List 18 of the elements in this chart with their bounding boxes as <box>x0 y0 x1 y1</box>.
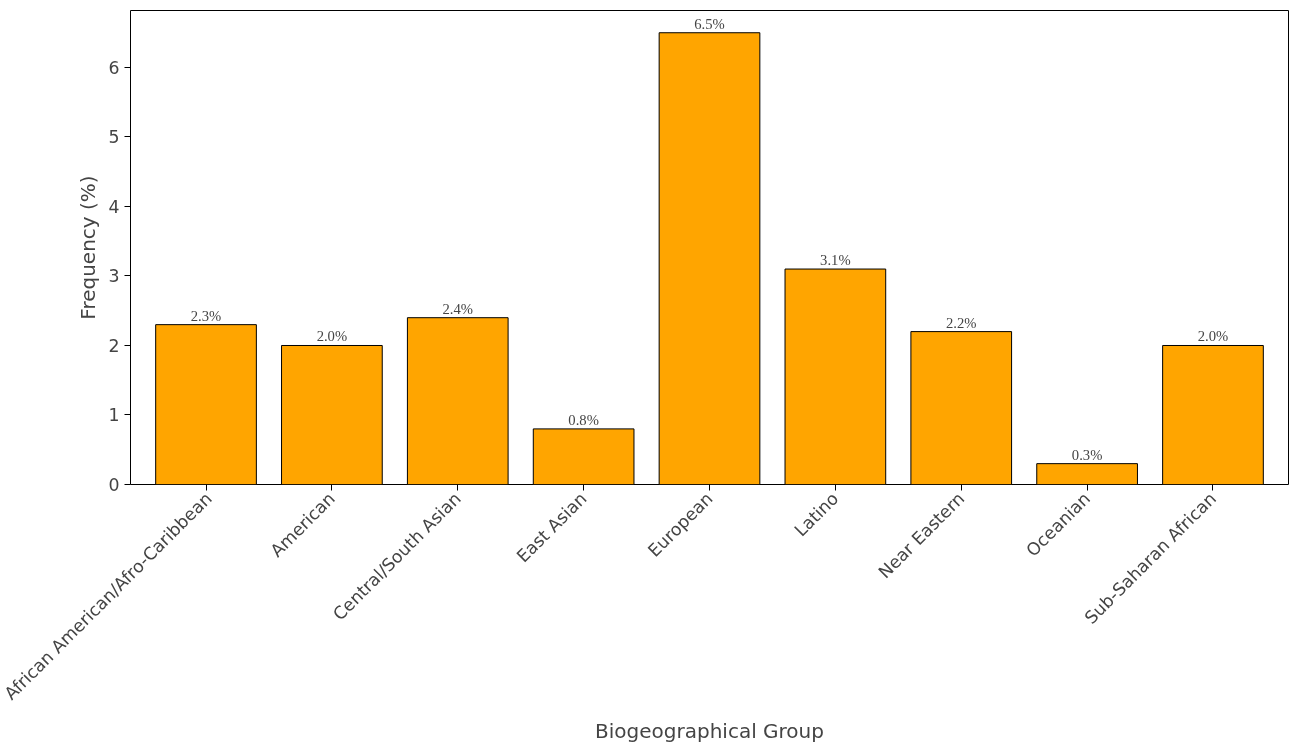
x-axis-title: Biogeographical Group <box>595 718 824 743</box>
data-label: 2.4% <box>442 300 474 317</box>
data-label: 0.8% <box>568 411 599 428</box>
data-label: 0.3% <box>1071 446 1103 463</box>
y-tick-label: 3 <box>108 266 120 287</box>
y-tick-label: 6 <box>108 57 120 78</box>
y-tick-label: 0 <box>108 475 120 495</box>
data-label: 2.0% <box>316 328 348 345</box>
y-tick-label: 2 <box>108 336 120 356</box>
data-label: 2.0% <box>1197 328 1229 345</box>
data-label: 3.1% <box>820 252 851 269</box>
data-label: 2.2% <box>945 314 977 331</box>
y-tick-label: 5 <box>108 127 120 148</box>
y-tick-label: 4 <box>108 196 120 217</box>
y-axis-title: Frequency (%) <box>76 175 101 320</box>
data-label: 6.5% <box>694 15 725 32</box>
data-label: 2.3% <box>190 307 222 324</box>
y-tick-label: 1 <box>108 405 120 426</box>
